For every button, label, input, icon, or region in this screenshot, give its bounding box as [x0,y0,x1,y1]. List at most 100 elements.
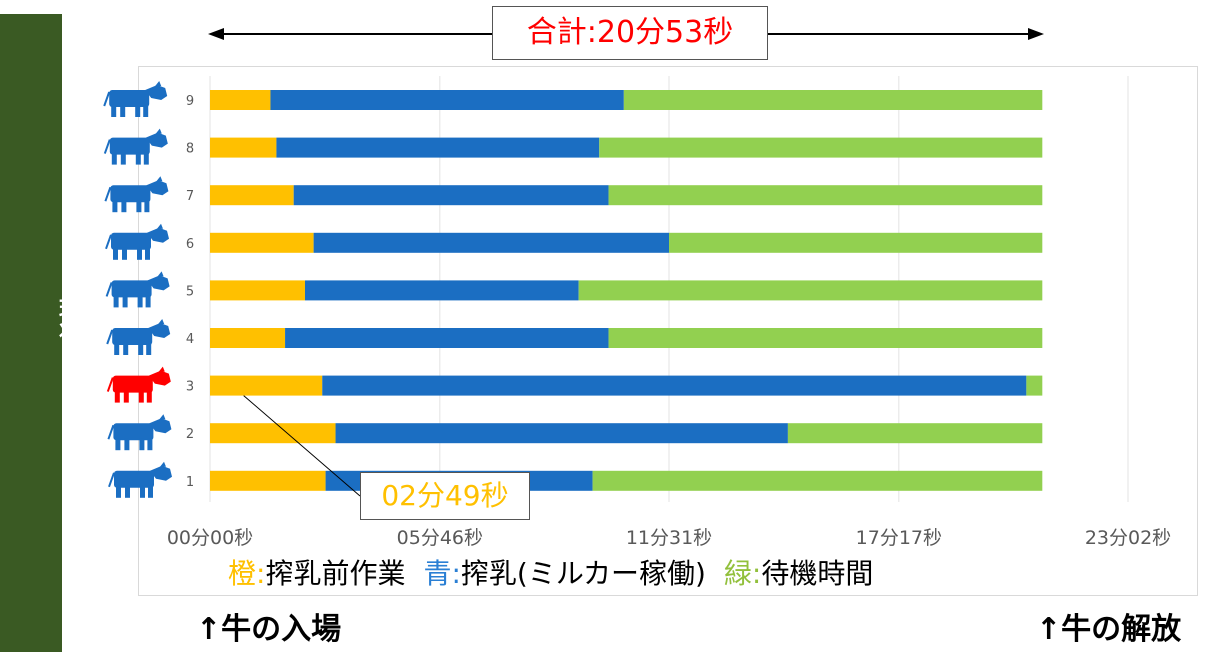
cow-icon [103,81,168,117]
cow-icon-leg [114,390,120,403]
cow-icon-leg [147,438,153,451]
bar-segment-wait [608,185,1043,206]
cow-icon-leg [143,152,149,165]
x-tick-label: 17分17秒 [856,527,942,549]
bar-segment-milking [276,137,600,158]
bar-segment-prep [210,375,323,396]
cow-icon-leg [125,485,130,498]
cow-icon-body [112,375,153,393]
cow-release-note: ↑牛の解放 [1036,612,1182,647]
bar-segment-prep [210,185,294,206]
bars [210,90,1043,491]
cow-icon-head [147,275,170,291]
bar-segment-wait [608,328,1043,348]
cow-icon-head [146,180,169,196]
cow-icon-tail [105,234,112,250]
bar-segment-prep [210,232,314,253]
cow-icon-leg [145,295,151,308]
cow-icon-head [150,465,172,481]
category-label: 1 [186,475,194,490]
cow-icon [107,414,172,451]
cow-icon-leg [121,200,127,213]
cow-icon [105,271,170,308]
cow-icon-leg [146,390,152,403]
cow-icon-leg [113,295,119,308]
cow-icon-body [114,470,154,488]
cow-icon-horn [155,128,162,134]
bar-segment-prep [210,137,277,158]
cow-icon-leg [116,485,121,498]
legend-blue-key: 青: [423,557,461,590]
cow-icon-tail [103,139,111,154]
cow-icon-leg [143,105,149,117]
cow-icon [108,461,172,498]
bar-segment-wait [669,232,1043,253]
category-label: 9 [186,94,194,109]
legend-green-key: 緑: [723,557,762,590]
cow-icon-leg [138,390,144,403]
cow-icon-body [113,423,154,441]
cow-icon-head [149,418,172,434]
cow-icon-leg [124,438,130,451]
cow-icon-leg [145,247,150,260]
bar-segment-milking [285,328,609,348]
bar-segment-milking [304,280,579,301]
cow-icon-tail [104,186,112,202]
x-tick-labels: 00分00秒 05分46秒 11分31秒 17分17秒 23分02秒 [167,527,1171,549]
cow-icon-leg [136,200,142,213]
cow-icon-leg [122,295,128,308]
total-time-label: 合計:20分53秒 [492,6,768,60]
bar-segment-prep [210,90,271,110]
category-label: 8 [186,142,194,157]
callout-leader-line [243,395,361,497]
bar-segment-wait [599,137,1043,158]
cow-icon-head [145,85,168,100]
cow-icon-leg [114,343,120,355]
bar-segment-wait [592,470,1043,491]
cow-icon-head [145,132,168,148]
category-label: 4 [186,332,194,347]
category-label: 3 [186,380,194,395]
legend-blue-text: 搾乳(ミルカー稼働) [460,557,706,590]
total-arrow-left-head [208,28,224,40]
cow-icon-leg [111,152,117,165]
bar-segment-milking [313,232,669,253]
x-tick-label: 11分31秒 [626,527,712,549]
total-arrow-right-head [1028,28,1044,40]
bar-segment-prep [210,280,305,301]
cow-icon-leg [140,485,145,498]
bar-segment-prep [210,328,286,348]
side-label: 現状 [55,298,80,342]
x-tick-label: 23分02秒 [1085,527,1171,549]
bar-segment-prep [210,423,336,444]
cow-icon-body [111,232,151,250]
cow-icon-leg [139,438,145,451]
cow-icon-horn [158,319,165,324]
x-tick-label: 05分46秒 [397,527,483,549]
bar-segment-wait [787,423,1043,444]
cow-icon-leg [137,295,143,308]
bar-segment-milking [335,423,788,444]
side-bar [0,14,62,652]
cow-icon-horn [155,81,162,86]
cow-entry-note: ↑牛の入場 [196,612,342,647]
bar-segment-milking [293,185,609,206]
bar-segment-wait [578,280,1043,301]
cow-icon-leg [146,343,152,355]
cow-icon-tail [103,91,111,107]
cow-icon-body [112,328,153,345]
cow-icon-leg [113,247,118,260]
cow-icon-leg [115,438,121,451]
cow-icon-leg [122,247,127,260]
cow-icon-head [147,227,169,243]
cow-icon-leg [135,152,141,165]
cow-icon-leg [137,247,142,260]
category-label: 2 [186,427,194,442]
cow-icon [105,223,169,260]
bar-segment-wait [1026,375,1043,396]
cow-icons [103,81,172,498]
cow-icon-body [111,280,152,298]
cow-icon-body [110,185,151,203]
legend-orange-key: 橙: [228,557,266,590]
cow-icon-leg [120,105,126,117]
